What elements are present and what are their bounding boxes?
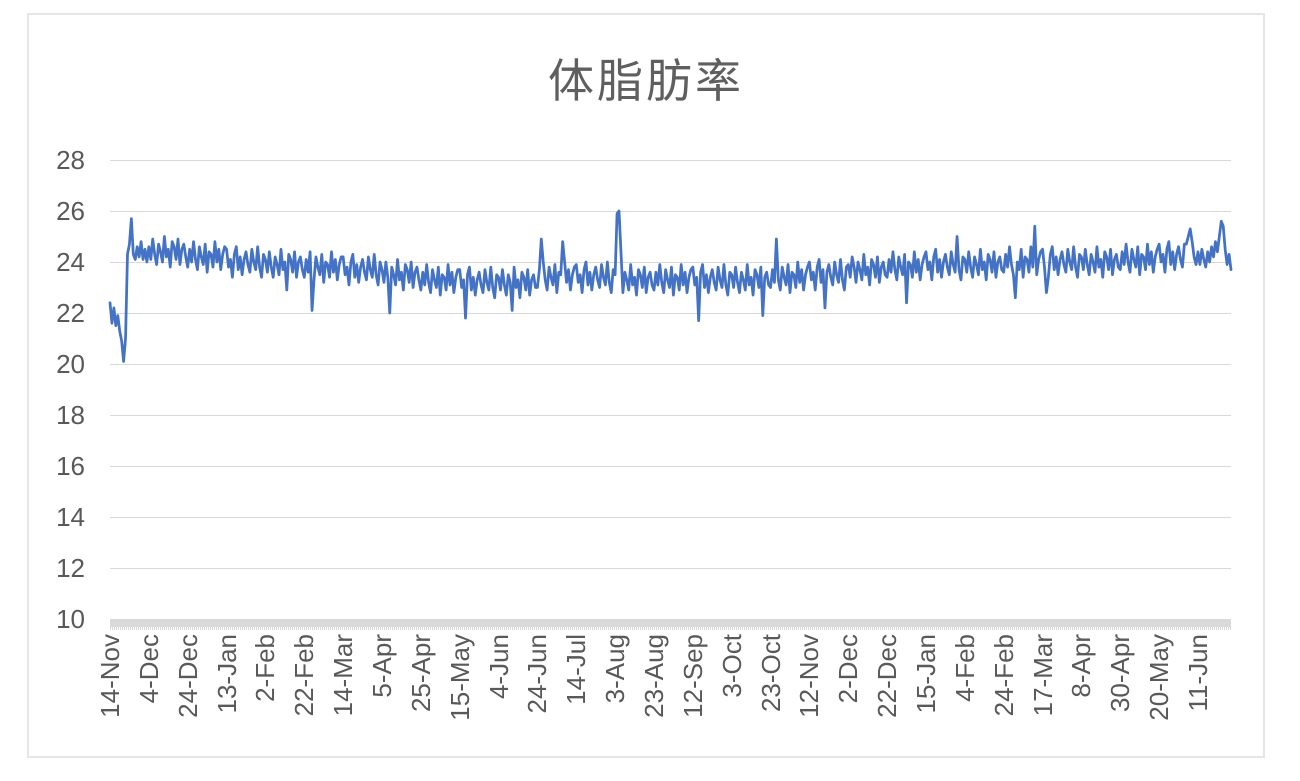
- gridline: [110, 517, 1231, 518]
- x-tick-label-text: 4-Dec: [133, 634, 164, 704]
- x-tick-label-text: 2-Feb: [250, 634, 281, 702]
- gridline: [110, 160, 1231, 161]
- x-tick-label-text: 15-May: [444, 634, 475, 721]
- gridline: [110, 415, 1231, 416]
- x-tick-label: 22-Feb: [289, 634, 320, 754]
- x-tick-label-text: 3-Aug: [600, 634, 631, 704]
- data-series-line[interactable]: [108, 209, 1233, 363]
- x-tick-label-text: 4-Jun: [483, 634, 514, 700]
- x-tick-label: 11-Jun: [1183, 634, 1213, 754]
- x-tick-label: 24-Dec: [172, 634, 203, 754]
- x-tick-label: 3-Aug: [600, 634, 631, 754]
- y-tick-label: 22: [56, 298, 85, 328]
- y-tick-label: 14: [56, 502, 85, 532]
- x-tick-label: 24-Jun: [522, 634, 553, 754]
- x-tick-label: 14-Jul: [561, 634, 592, 754]
- x-tick-label-text: 4-Feb: [949, 634, 980, 702]
- x-tick-label-text: 24-Feb: [988, 634, 1019, 717]
- y-tick-label: 18: [56, 400, 85, 430]
- x-tick-label: 12-Sep: [677, 634, 708, 754]
- x-tick-label-text: 11-Jun: [1183, 634, 1213, 712]
- y-tick-label: 16: [56, 451, 85, 481]
- x-tick-label-text: 24-Dec: [172, 634, 203, 718]
- x-tick-label: 15-May: [444, 634, 475, 754]
- x-tick-label: 8-Apr: [1066, 634, 1097, 754]
- x-tick-label: 23-Oct: [755, 634, 786, 754]
- x-tick-label-text: 30-Apr: [1105, 634, 1136, 713]
- x-tick-label-text: 5-Apr: [367, 634, 397, 698]
- x-tick-label: 24-Feb: [988, 634, 1019, 754]
- x-tick-label: 23-Aug: [639, 634, 669, 754]
- x-tick-label-text: 22-Feb: [289, 634, 320, 717]
- x-tick-label-text: 14-Nov: [95, 634, 125, 718]
- x-tick-label-text: 25-Apr: [405, 634, 436, 713]
- x-tick-label: 4-Dec: [133, 634, 164, 754]
- x-tick-label-text: 24-Jun: [522, 634, 553, 714]
- x-tick-label-text: 12-Nov: [794, 634, 825, 718]
- y-tick-label: 26: [56, 196, 85, 226]
- x-tick-label-text: 23-Oct: [755, 634, 786, 713]
- x-tick-label-text: 15-Jan: [911, 634, 941, 714]
- x-tick-label-text: 3-Oct: [716, 634, 747, 698]
- x-tick-label-text: 14-Mar: [328, 634, 359, 717]
- x-tick-label-text: 22-Dec: [872, 634, 903, 718]
- x-tick-label: 22-Dec: [872, 634, 903, 754]
- gridline: [110, 364, 1231, 365]
- x-tick-label: 25-Apr: [405, 634, 436, 754]
- gridline: [110, 211, 1231, 212]
- y-tick-label: 24: [56, 247, 85, 277]
- x-tick-label: 14-Nov: [95, 634, 125, 754]
- x-tick-label: 17-Mar: [1027, 634, 1058, 754]
- x-tick-label: 14-Mar: [328, 634, 359, 754]
- chart-title: 体脂肪率: [548, 55, 744, 107]
- y-tick-label: 28: [56, 145, 85, 175]
- gridline: [110, 568, 1231, 569]
- y-tick-label: 12: [56, 553, 85, 583]
- x-tick-label: 20-May: [1144, 634, 1175, 754]
- gridline: [110, 313, 1231, 314]
- x-tick-label: 15-Jan: [911, 634, 941, 754]
- x-tick-label: 13-Jan: [211, 634, 242, 754]
- gridline: [110, 262, 1231, 263]
- x-tick-label: 2-Dec: [833, 634, 864, 754]
- x-tick-label: 5-Apr: [367, 634, 397, 754]
- y-tick-label: 10: [56, 604, 85, 634]
- x-tick-label-text: 20-May: [1144, 634, 1175, 721]
- x-tick-label-text: 14-Jul: [561, 634, 592, 705]
- x-tick-label: 2-Feb: [250, 634, 281, 754]
- x-tick-label: 12-Nov: [794, 634, 825, 754]
- x-tick-label-text: 17-Mar: [1027, 634, 1058, 717]
- x-tick-label-text: 13-Jan: [211, 634, 242, 714]
- x-axis-tick-marks: [110, 627, 1231, 630]
- x-tick-label: 4-Jun: [483, 634, 514, 754]
- gridline: [110, 466, 1231, 467]
- x-tick-label: 30-Apr: [1105, 634, 1136, 754]
- x-tick-label-text: 8-Apr: [1066, 634, 1097, 698]
- x-axis-tick-band: [110, 619, 1231, 627]
- x-tick-label-text: 23-Aug: [639, 634, 669, 718]
- y-tick-label: 20: [56, 349, 85, 379]
- x-tick-label-text: 2-Dec: [833, 634, 864, 704]
- x-tick-label: 3-Oct: [716, 634, 747, 754]
- x-tick-label-text: 12-Sep: [677, 634, 708, 718]
- x-tick-label: 4-Feb: [949, 634, 980, 754]
- chart-frame[interactable]: 体脂肪率 28 26 24 22 20 18 16 14 12 10 14-Nov 4-Dec 24-D…: [27, 13, 1265, 758]
- line-chart-svg: [108, 209, 1233, 363]
